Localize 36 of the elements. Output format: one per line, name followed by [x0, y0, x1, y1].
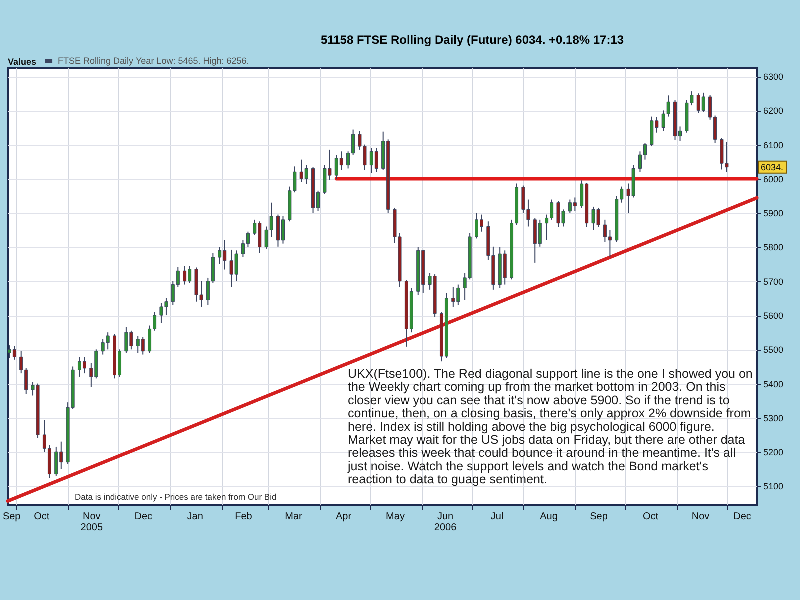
x-tick-label: Dec [734, 512, 752, 522]
y-tick-label: 6300 [764, 72, 784, 82]
y-tick-label: 5300 [764, 413, 784, 424]
legend-title: Values [8, 57, 37, 67]
x-tick-label: Sep [590, 512, 608, 522]
annotation: 6034. [761, 162, 784, 172]
y-tick-label: 5900 [764, 208, 784, 219]
x-tick-label: Feb [235, 512, 253, 522]
chart-subtitle: Year Low: 5465. High: 6256. [136, 56, 250, 66]
y-tick-label: 5200 [764, 448, 784, 458]
x-tick-label: May [386, 512, 405, 522]
x-tick-label: Jul [490, 512, 504, 522]
y-tick-label: 5800 [764, 242, 784, 253]
y-tick-label: 5600 [764, 311, 784, 322]
y-tick-label: 5700 [764, 276, 784, 287]
x-tick-label: Aug [540, 512, 558, 522]
x-tick-label: Mar [285, 512, 304, 522]
y-tick-label: 6200 [764, 106, 784, 116]
y-tick-label: 5100 [764, 482, 784, 492]
x-tick-label: Nov [692, 512, 710, 522]
annotation: Data is indicative only - Prices are taken from Our Bid [75, 492, 277, 502]
x-tick-label: Apr [336, 512, 352, 522]
legend-label: FTSE Rolling Daily [58, 56, 134, 66]
x-tick-label: Nov 2005 [80, 512, 104, 534]
text: UKX(Ftse100). The Red diagonal support line is the one I showed you on the Weekly chart coming up from the market bottom in 2003. On this closer view you can see that it's now above 5900. So if the trend is to continue, then, on a closing basis, there's only approx 2% downside from here. Index is still holding above the big psychological 6000 figure. Market may wait for the US jobs data on Friday, but there are other data releases this week that could bounce it around in the meantime. It's all just noise. Watch the support levels and watch the Bond market's reaction to data to guage sentiment. [348, 367, 753, 487]
y-tick-label: 5400 [764, 379, 784, 390]
x-tick-label: Oct [34, 512, 50, 522]
y-tick-label: 6000 [764, 174, 784, 184]
x-tick-label: Jan [187, 512, 204, 522]
y-tick-label: 6100 [764, 140, 784, 150]
x-tick-label: Oct [642, 512, 659, 522]
chart-title: 51158 FTSE Rolling Daily (Future) 6034. +0.18% 17:13 [320, 33, 624, 47]
y-tick-label: 5500 [764, 345, 784, 356]
x-tick-label: Jun 2006 [434, 512, 458, 534]
x-tick-label: Sep [2, 512, 22, 522]
x-tick-label: Dec [134, 512, 153, 522]
